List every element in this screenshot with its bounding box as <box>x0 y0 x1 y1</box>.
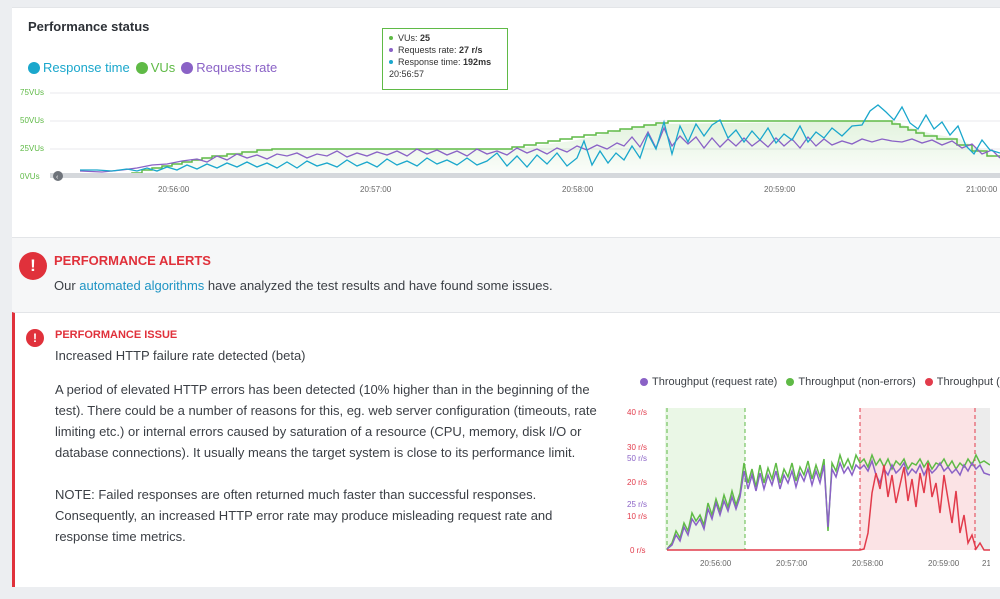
tooltip-time: 20:56:57 <box>389 69 425 79</box>
throughput-legend: Throughput (request rate) Throughput (no… <box>640 376 1000 388</box>
resp-bullet-icon <box>389 60 393 64</box>
x-tick-label: 21: <box>982 559 990 568</box>
chart-tooltip: VUs: 25 Requests rate: 27 r/s Response t… <box>382 28 508 90</box>
x-tick-label: 20:59:00 <box>764 185 796 194</box>
tooltip-vus-label: VUs: <box>398 33 418 43</box>
performance-issue-title: PERFORMANCE ISSUE <box>55 329 178 341</box>
issue-description: A period of elevated HTTP errors has bee… <box>55 379 600 568</box>
issue-paragraph: A period of elevated HTTP errors has bee… <box>55 382 597 460</box>
alerts-text-suffix: have analyzed the test results and have … <box>204 278 553 293</box>
x-tick-label: 20:57:00 <box>776 559 808 568</box>
vus-line <box>80 120 1000 176</box>
response-time-line <box>80 104 1000 172</box>
response-time-dot-icon <box>28 61 40 74</box>
tooltip-rate-value: 27 r/s <box>459 45 483 55</box>
tooltip-resp-label: Response time: <box>398 57 461 67</box>
baseline-region <box>665 408 745 550</box>
request-rate-dot-icon <box>640 378 648 386</box>
y-tick-label: 30 r/s <box>627 443 647 452</box>
y-tick-label: 50 r/s <box>627 454 647 463</box>
vus-dot-icon <box>135 61 148 74</box>
legend-response-time[interactable]: Response time <box>28 60 130 75</box>
legend-vus-label: VUs <box>150 60 176 75</box>
x-tick-label: 20:56:00 <box>158 185 190 194</box>
y-tick-label: 25 r/s <box>627 500 647 509</box>
x-tick-label: 20:58:00 <box>852 559 884 568</box>
y-tick-label: 20 r/s <box>627 478 647 487</box>
y-tick-label: 0VUs <box>20 172 40 181</box>
alert-exclamation-icon: ! <box>19 252 47 280</box>
requests-rate-line <box>79 126 1000 173</box>
tooltip-rate-label: Requests rate: <box>398 45 457 55</box>
rate-bullet-icon <box>389 48 393 52</box>
y-tick-label: 25VUs <box>20 144 44 153</box>
timeline-handle[interactable] <box>53 171 63 181</box>
non-errors-line <box>666 452 990 550</box>
legend-throughput-non-errors[interactable]: Throughput (non-errors) <box>786 376 916 388</box>
performance-status-title: Performance status <box>28 19 150 34</box>
timeline-scrollbar[interactable] <box>50 173 1000 178</box>
tooltip-vus-value: 25 <box>420 33 431 43</box>
errors-line <box>667 462 990 551</box>
automated-algorithms-link[interactable]: automated algorithms <box>79 278 205 293</box>
requests-rate-dot-icon <box>181 61 194 74</box>
request-rate-line <box>666 458 990 550</box>
status-chart[interactable]: 75VUs 50VUs 25VUs 0VUs ‹ 20:56:00 20:57:… <box>12 8 1000 208</box>
performance-alerts-title: PERFORMANCE ALERTS <box>54 253 211 268</box>
chevron-left-icon: ‹ <box>56 174 59 181</box>
y-tick-label: 50VUs <box>20 116 44 125</box>
alerts-text-prefix: Our <box>54 278 80 293</box>
gray-region <box>975 408 990 550</box>
legend-label: Throughput (e <box>936 376 1000 388</box>
legend-label: Throughput (request rate) <box>652 376 778 388</box>
legend-label: Throughput (non-errors) <box>798 376 916 388</box>
status-chart-legend: Response time VUs Requests rate <box>28 60 283 75</box>
legend-throughput-errors[interactable]: Throughput (e <box>924 376 1000 388</box>
x-tick-label: 20:59:00 <box>928 559 960 568</box>
throughput-chart[interactable]: 40 r/s 30 r/s 50 r/s 20 r/s 25 r/s 10 r/… <box>610 403 990 593</box>
tooltip-resp-value: 192ms <box>463 57 492 67</box>
issue-exclamation-icon: ! <box>26 329 44 347</box>
legend-throughput-request-rate[interactable]: Throughput (request rate) <box>640 376 777 388</box>
x-tick-label: 20:58:00 <box>562 185 594 194</box>
y-tick-label: 10 r/s <box>627 512 647 521</box>
performance-issue-panel: ! PERFORMANCE ISSUE Increased HTTP failu… <box>12 312 1000 587</box>
y-tick-label: 0 r/s <box>630 546 646 555</box>
y-tick-label: 40 r/s <box>627 408 647 417</box>
legend-requests-rate[interactable]: Requests rate <box>181 60 277 75</box>
alerts-description: Our automated algorithms have analyzed t… <box>54 278 553 293</box>
x-tick-label: 20:57:00 <box>360 185 392 194</box>
issue-note: NOTE: Failed responses are often returne… <box>55 487 553 544</box>
performance-issue-subtitle: Increased HTTP failure rate detected (be… <box>55 348 306 363</box>
vus-bullet-icon <box>389 36 393 40</box>
x-tick-label: 21:00:00 <box>966 185 998 194</box>
error-region <box>860 408 975 550</box>
x-tick-label: 20:56:00 <box>700 559 732 568</box>
performance-alerts-panel: ! PERFORMANCE ALERTS Our automated algor… <box>12 237 1000 313</box>
legend-vus[interactable]: VUs <box>135 60 176 75</box>
legend-response-time-label: Response time <box>43 60 130 75</box>
non-errors-dot-icon <box>786 378 795 386</box>
legend-requests-rate-label: Requests rate <box>196 60 278 75</box>
errors-dot-icon <box>924 378 933 386</box>
y-tick-label: 75VUs <box>20 88 44 97</box>
performance-status-panel: Performance status Response time VUs Req… <box>12 7 1000 237</box>
